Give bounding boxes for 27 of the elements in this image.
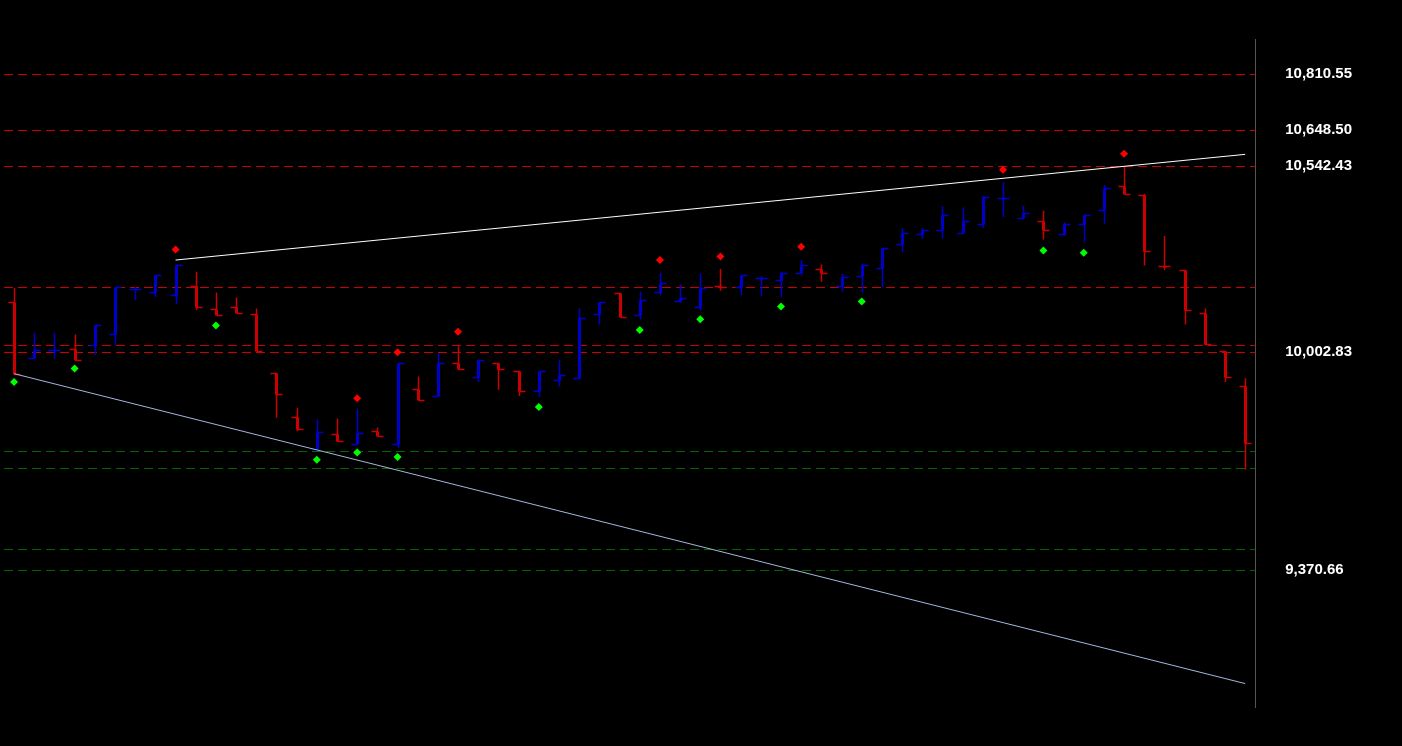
point bbox=[454, 327, 463, 336]
point bbox=[1039, 246, 1048, 255]
point bbox=[10, 377, 19, 386]
point bbox=[635, 325, 644, 334]
y-tick-label: 9,370.66 bbox=[1285, 559, 1344, 577]
point bbox=[1120, 149, 1129, 158]
y-tick-label: 10,002.83 bbox=[1285, 342, 1352, 360]
point bbox=[393, 453, 402, 462]
point bbox=[797, 242, 806, 251]
point bbox=[353, 394, 362, 403]
y-tick-label: 10,648.50 bbox=[1285, 119, 1352, 137]
point bbox=[655, 256, 664, 265]
point bbox=[1079, 248, 1088, 257]
point bbox=[696, 315, 705, 324]
point bbox=[534, 403, 543, 412]
point bbox=[312, 455, 321, 464]
point bbox=[171, 245, 180, 254]
point bbox=[857, 297, 866, 306]
point bbox=[70, 364, 79, 373]
point bbox=[777, 302, 785, 311]
point bbox=[353, 448, 362, 457]
point bbox=[716, 252, 725, 261]
point bbox=[393, 348, 402, 357]
y-tick-label: 10,810.55 bbox=[1285, 64, 1352, 82]
point bbox=[999, 165, 1007, 174]
y-tick-label: 10,542.43 bbox=[1285, 156, 1352, 174]
point bbox=[211, 321, 220, 330]
